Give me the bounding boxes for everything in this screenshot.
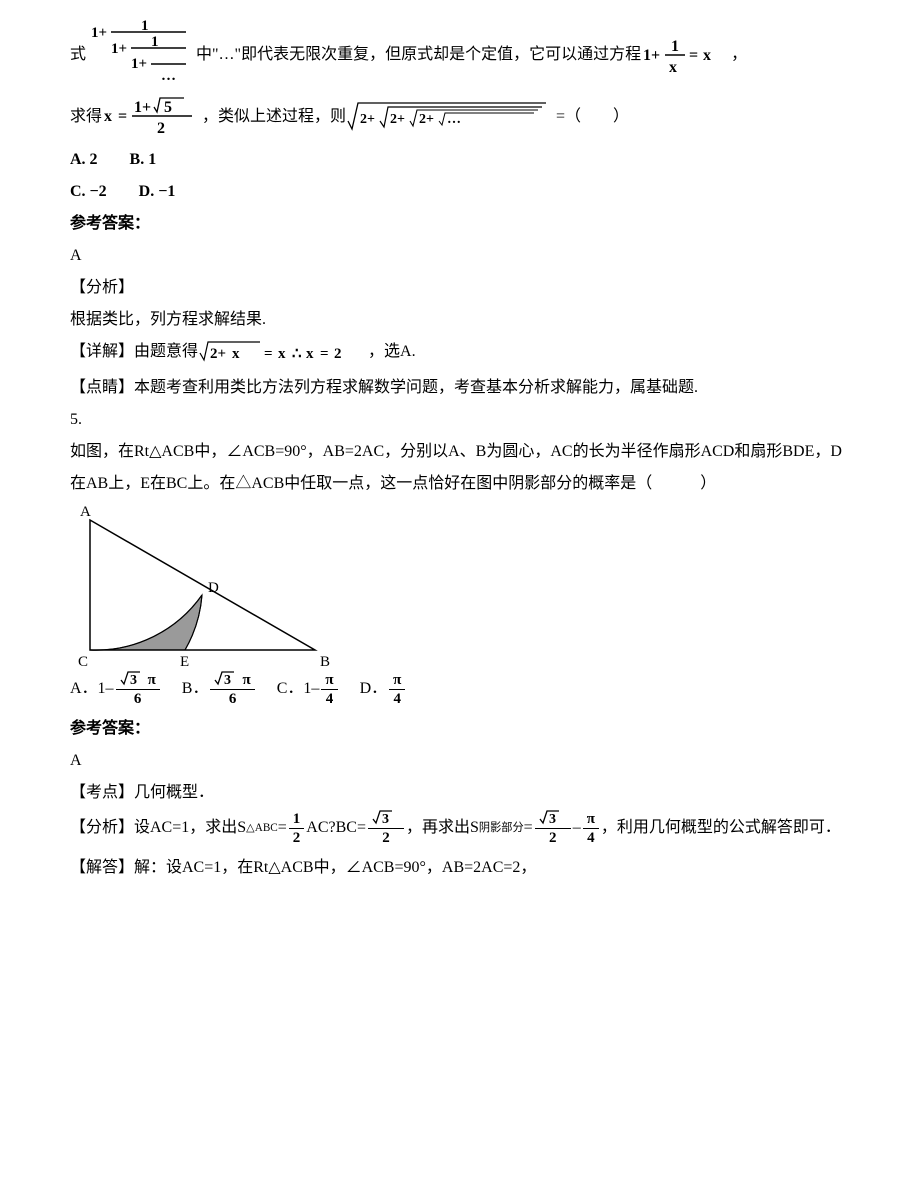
svg-text:=: = bbox=[689, 47, 698, 64]
q4-mid1-end: ， bbox=[731, 39, 747, 71]
svg-text:1+: 1+ bbox=[134, 99, 151, 116]
q4-line1: 式 1+11+11+… 中"…"即代表无限次重复，但原式却是个定值，它可以通过方… bbox=[70, 20, 850, 90]
opt-d-frac: π4 bbox=[389, 671, 405, 708]
fx-pre: 【分析】设AC=1，求出S bbox=[70, 812, 246, 844]
fx-sub2: 阴影部分 bbox=[479, 817, 524, 839]
q4-ans: A bbox=[70, 240, 850, 272]
svg-text:1+: 1+ bbox=[131, 56, 147, 72]
svg-text:1: 1 bbox=[141, 20, 149, 34]
svg-text:=: = bbox=[320, 346, 329, 362]
q4-cfrac: 1+11+11+… bbox=[86, 20, 196, 90]
opt-a-frac: 3π6 bbox=[116, 670, 160, 708]
q4-opts-ab: A. 2 B. 1 bbox=[70, 144, 850, 176]
svg-text:1: 1 bbox=[151, 34, 159, 50]
opt-c-pre: C．1– bbox=[277, 673, 320, 705]
q4-eq1: 1+ 1 x = x bbox=[641, 34, 731, 76]
svg-text:1+: 1+ bbox=[91, 25, 107, 41]
svg-text:2+: 2+ bbox=[419, 112, 434, 127]
svg-text:5: 5 bbox=[164, 99, 172, 116]
q5-jd: 【解答】解：设AC=1，在Rt△ACB中，∠ACB=90°，AB=2AC=2， bbox=[70, 852, 850, 884]
q4-detail-label: 【详解】由题意得 bbox=[70, 336, 198, 368]
svg-text:C: C bbox=[78, 654, 88, 670]
svg-text:=: = bbox=[264, 346, 273, 362]
q5-num: 5. bbox=[70, 404, 850, 436]
q4-analysis: 根据类比，列方程求解结果. bbox=[70, 304, 850, 336]
svg-text:=: = bbox=[118, 108, 127, 125]
q5-options: A．1– 3π6 B． 3π6 C．1– π4 D． π4 bbox=[70, 670, 850, 708]
fx-sub1: △ABC bbox=[246, 817, 278, 839]
opt-b-frac: 3π6 bbox=[210, 670, 254, 708]
svg-text:D: D bbox=[208, 580, 219, 596]
svg-text:1+: 1+ bbox=[643, 47, 660, 64]
q4-dianjing: 【点睛】本题考查利用类比方法列方程求解数学问题，考查基本分析求解能力，属基础题. bbox=[70, 372, 850, 404]
fx-mid3: ，再求出S bbox=[406, 812, 479, 844]
opt-d: D． π4 bbox=[360, 671, 408, 708]
fx-f1: 12 bbox=[289, 810, 305, 847]
opt-a-pre: A．1– bbox=[70, 673, 114, 705]
q4-detail-end: ，选A. bbox=[368, 336, 416, 368]
svg-text:1+: 1+ bbox=[111, 41, 127, 57]
svg-text:…: … bbox=[161, 68, 176, 84]
q4-nest: 2+ 2+ 2+ … bbox=[346, 99, 556, 135]
opt-c-frac: π4 bbox=[321, 671, 337, 708]
q5-fenxi: 【分析】设AC=1，求出S △ABC = 12 AC?BC= 32 ，再求出S … bbox=[70, 809, 850, 847]
svg-text:x: x bbox=[703, 47, 711, 64]
svg-text:2: 2 bbox=[334, 346, 342, 362]
fx-mid2: AC?BC= bbox=[306, 812, 366, 844]
opt-d-pre: D． bbox=[360, 673, 388, 705]
q5-kaodian: 【考点】几何概型． bbox=[70, 777, 850, 809]
svg-text:∴: ∴ bbox=[292, 346, 302, 362]
q4-mid2-prefix: 求得 bbox=[70, 101, 102, 133]
svg-text:x: x bbox=[232, 346, 240, 362]
q4-mid3: ，类似上述过程，则 bbox=[202, 101, 346, 133]
q5-ans-label: 参考答案： bbox=[70, 713, 850, 745]
q4-prefix: 式 bbox=[70, 39, 86, 71]
q4-line2: 求得 x = 1+ 5 2 ，类似上述过程，则 2+ 2+ 2+ … =（ ） bbox=[70, 95, 850, 139]
svg-text:x: x bbox=[669, 59, 677, 76]
q4-mid4: =（ ） bbox=[556, 101, 629, 133]
fx-f3: 32 bbox=[535, 809, 571, 847]
svg-text:3: 3 bbox=[130, 673, 137, 686]
fx-mid4: = bbox=[524, 812, 533, 844]
fx-f2: 32 bbox=[368, 809, 404, 847]
q4-mid1: 中"…"即代表无限次重复，但原式却是个定值，它可以通过方程 bbox=[196, 39, 641, 71]
svg-text:x: x bbox=[306, 346, 314, 362]
svg-text:2+: 2+ bbox=[390, 112, 405, 127]
svg-text:2+: 2+ bbox=[360, 112, 375, 127]
svg-text:3: 3 bbox=[382, 812, 389, 825]
q5-figure: A C B D E bbox=[70, 500, 330, 670]
q4-eq2: x = 1+ 5 2 bbox=[102, 95, 202, 139]
svg-text:3: 3 bbox=[549, 812, 556, 825]
opt-b-pre: B． bbox=[182, 673, 209, 705]
fx-mid5: – bbox=[573, 812, 581, 844]
svg-text:A: A bbox=[80, 504, 91, 520]
fx-end: ，利用几何概型的公式解答即可． bbox=[601, 812, 841, 844]
svg-text:2+: 2+ bbox=[210, 346, 226, 362]
svg-text:x: x bbox=[104, 108, 112, 125]
svg-text:1: 1 bbox=[671, 38, 679, 55]
fx-mid1: = bbox=[278, 812, 287, 844]
svg-text:…: … bbox=[447, 112, 461, 127]
svg-text:B: B bbox=[320, 654, 330, 670]
q5-stem: 如图，在Rt△ACB中，∠ACB=90°，AB=2AC，分别以A、B为圆心，AC… bbox=[70, 436, 850, 500]
q4-analysis-label: 【分析】 bbox=[70, 272, 850, 304]
svg-text:x: x bbox=[278, 346, 286, 362]
svg-text:E: E bbox=[180, 654, 189, 670]
q5-ans: A bbox=[70, 745, 850, 777]
opt-c: C．1– π4 bbox=[277, 671, 340, 708]
opt-b: B． 3π6 bbox=[182, 670, 257, 708]
svg-text:2: 2 bbox=[157, 120, 165, 137]
q4-detail: 【详解】由题意得 2+x=x∴x=2 ，选A. bbox=[70, 336, 850, 368]
q4-opts-cd: C. −2 D. −1 bbox=[70, 176, 850, 208]
q4-detail-eq: 2+x=x∴x=2 bbox=[198, 339, 368, 365]
svg-text:3: 3 bbox=[224, 673, 231, 686]
opt-a: A．1– 3π6 bbox=[70, 670, 162, 708]
q4-ans-label: 参考答案： bbox=[70, 208, 850, 240]
fx-f4: π4 bbox=[583, 810, 599, 847]
